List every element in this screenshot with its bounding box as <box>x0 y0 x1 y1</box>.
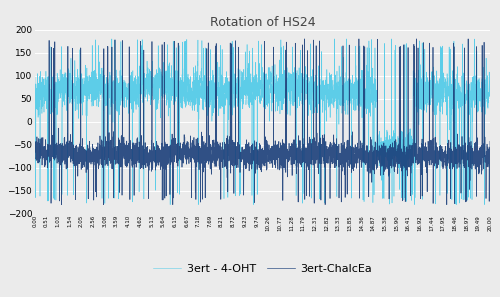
3ert - 4-OHT <box>167 203 173 206</box>
3ert - 4-OHT <box>32 75 38 79</box>
3ert-ChalcEa <box>224 149 230 153</box>
3ert-ChalcEa <box>487 140 493 143</box>
Title: Rotation of HS24: Rotation of HS24 <box>210 15 316 29</box>
3ert - 4-OHT <box>473 94 479 97</box>
3ert-ChalcEa <box>473 151 479 155</box>
3ert-ChalcEa <box>302 37 308 41</box>
3ert - 4-OHT <box>109 37 115 41</box>
3ert - 4-OHT <box>248 88 254 92</box>
3ert-ChalcEa <box>58 203 64 206</box>
Legend: 3ert - 4-OHT, 3ert-ChalcEa: 3ert - 4-OHT, 3ert-ChalcEa <box>148 260 376 279</box>
3ert - 4-OHT <box>487 80 493 83</box>
Line: 3ert-ChalcEa: 3ert-ChalcEa <box>35 39 490 205</box>
3ert-ChalcEa <box>450 46 456 50</box>
3ert-ChalcEa <box>248 154 254 157</box>
3ert-ChalcEa <box>363 163 369 166</box>
3ert - 4-OHT <box>224 96 230 100</box>
3ert-ChalcEa <box>32 155 38 158</box>
3ert-ChalcEa <box>227 151 233 155</box>
3ert - 4-OHT <box>450 68 456 72</box>
3ert - 4-OHT <box>363 94 369 97</box>
Line: 3ert - 4-OHT: 3ert - 4-OHT <box>35 39 490 205</box>
3ert - 4-OHT <box>227 86 233 90</box>
